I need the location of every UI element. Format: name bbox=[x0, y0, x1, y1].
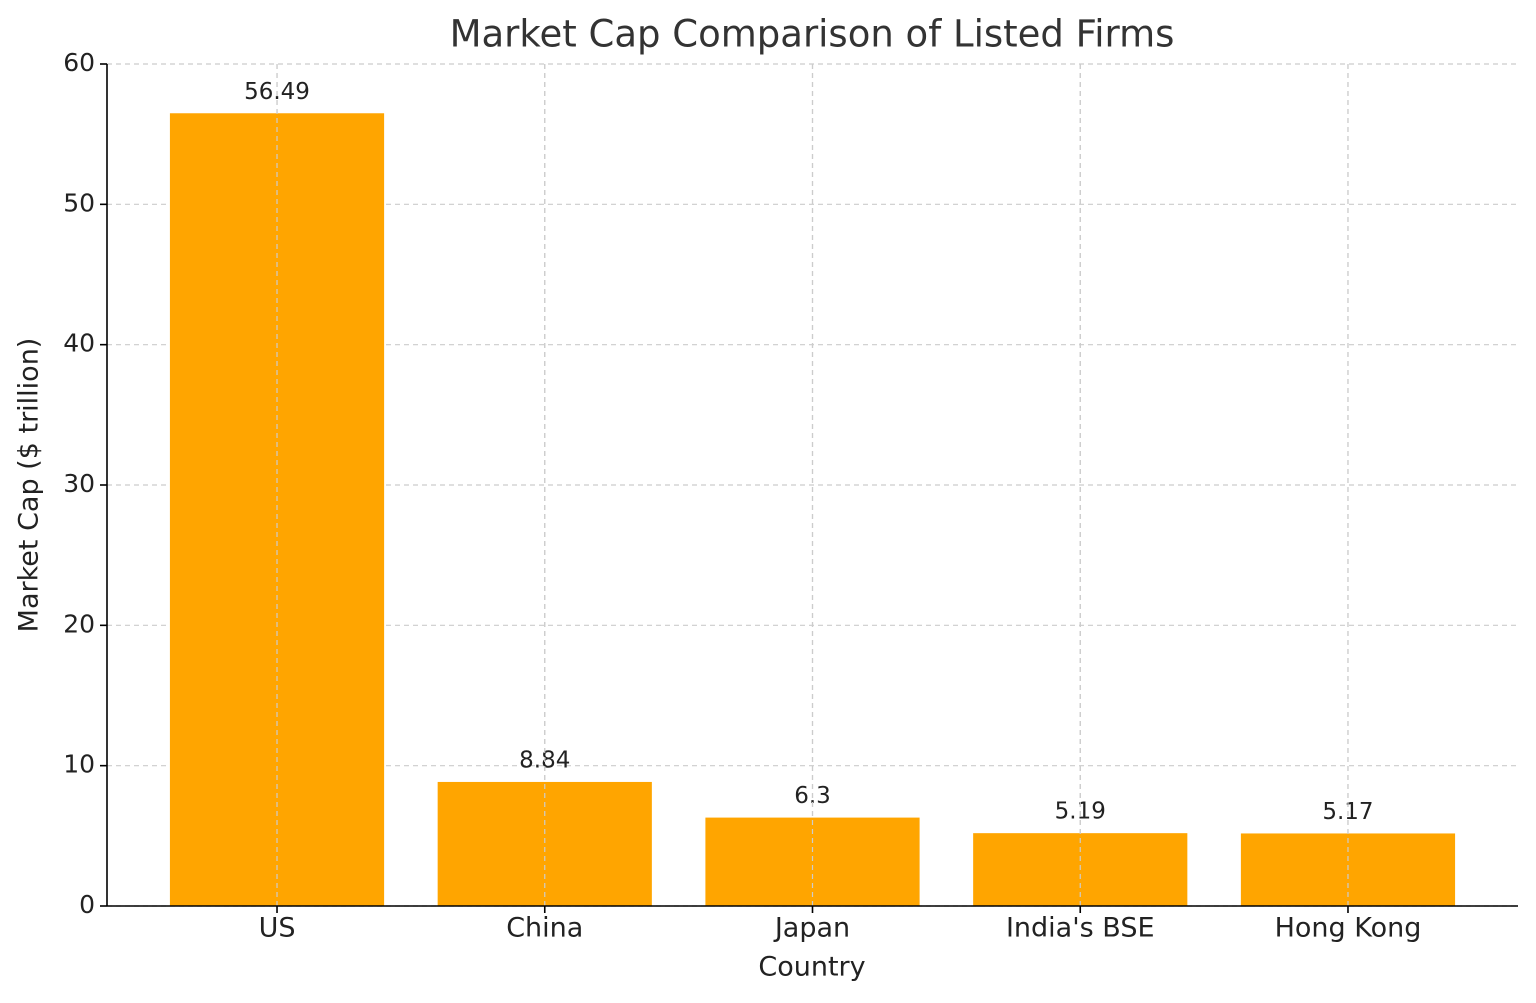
y-tick-label: 60 bbox=[63, 48, 95, 77]
x-tick-label: Hong Kong bbox=[1275, 913, 1422, 944]
x-tick-label: Japan bbox=[773, 913, 850, 944]
y-axis-label: Market Cap ($ trillion) bbox=[14, 338, 45, 633]
x-tick-label: US bbox=[259, 913, 296, 944]
y-tick-label: 30 bbox=[63, 469, 95, 498]
x-axis-label: Country bbox=[758, 952, 865, 983]
y-tick-label: 50 bbox=[63, 188, 95, 217]
x-tick-label: India's BSE bbox=[1006, 913, 1155, 944]
y-tick-label: 10 bbox=[63, 750, 95, 779]
y-tick-label: 40 bbox=[63, 329, 95, 358]
y-tick-label: 20 bbox=[63, 609, 95, 638]
y-tick-label: 0 bbox=[79, 890, 95, 919]
chart-title: Market Cap Comparison of Listed Firms bbox=[450, 13, 1175, 56]
x-tick-label: China bbox=[506, 913, 583, 944]
